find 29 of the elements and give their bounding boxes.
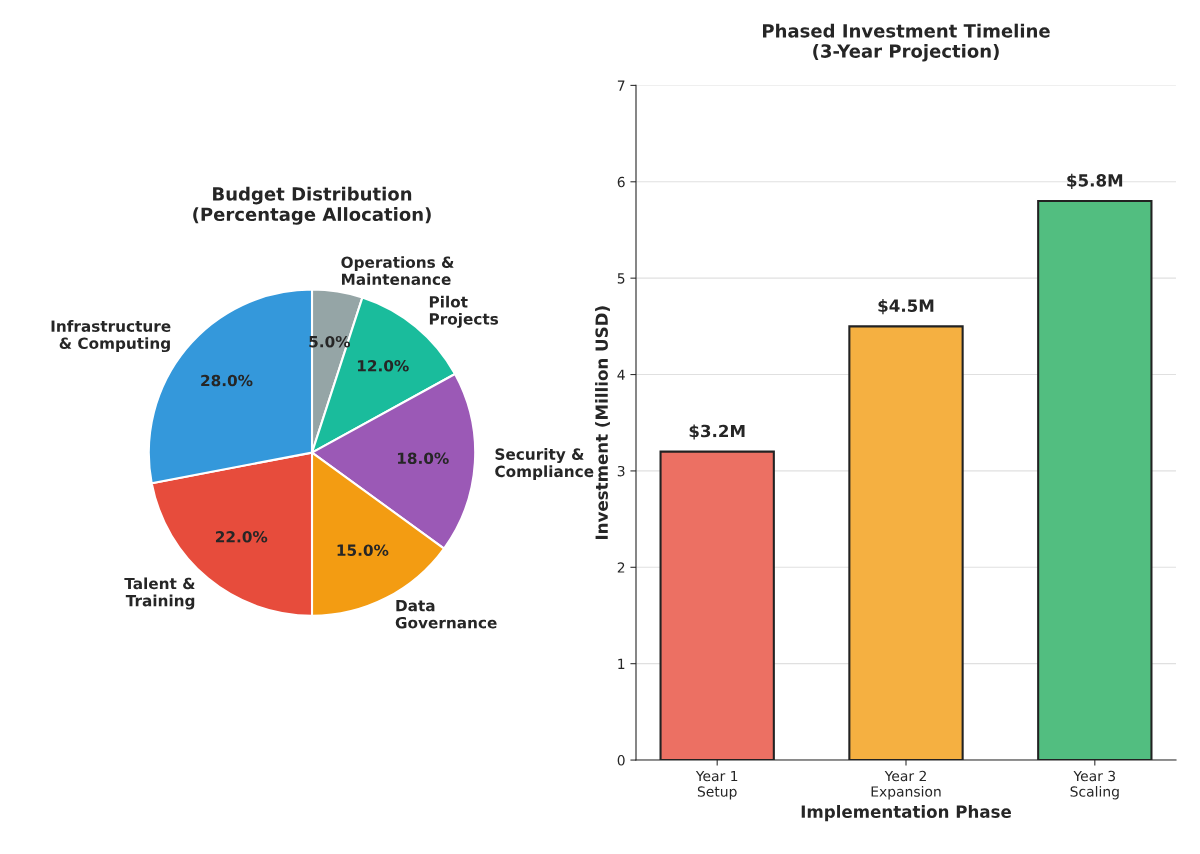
slice-label: Security & Compliance xyxy=(495,448,594,481)
y-tick-label: 6 xyxy=(617,176,625,188)
y-axis-title: Investment (Million USD) xyxy=(595,306,610,539)
data-label: $3.2M xyxy=(689,424,745,440)
y-tick-label: 7 xyxy=(617,80,625,91)
y-tick-label: 1 xyxy=(618,658,625,669)
data-label: 22.0% xyxy=(215,531,268,543)
y-tick-label: 0 xyxy=(617,755,625,766)
x-tick-label: Year 3 Scaling xyxy=(1070,770,1119,800)
x-tick-label: Year 1 Setup xyxy=(695,770,738,800)
chart-title: Budget Distribution (Percentage Allocation) xyxy=(193,186,431,225)
chart-title: Phased Investment Timeline (3-Year Projection) xyxy=(763,23,1050,62)
data-label: $4.5M xyxy=(878,299,934,315)
slice-label: Data Governance xyxy=(395,600,497,629)
data-label: $5.8M xyxy=(1067,173,1123,189)
slice-label: Operations & Maintenance xyxy=(341,256,454,286)
data-label: 28.0% xyxy=(201,374,253,387)
slice-label: Pilot Projects xyxy=(429,295,499,328)
data-label: 12.0% xyxy=(357,359,409,372)
y-tick-label: 5 xyxy=(617,273,625,284)
y-tick-label: 3 xyxy=(617,465,625,477)
x-tick-label: Year 2 Expansion xyxy=(871,770,941,800)
data-label: 18.0% xyxy=(397,452,449,465)
slice-label: Infrastructure & Computing xyxy=(51,320,171,353)
data-label: 15.0% xyxy=(337,544,389,556)
y-tick-label: 2 xyxy=(617,562,625,573)
slice-label: Talent & Training xyxy=(124,577,195,610)
x-axis-title: Implementation Phase xyxy=(801,805,1011,822)
y-tick-label: 4 xyxy=(617,369,625,380)
